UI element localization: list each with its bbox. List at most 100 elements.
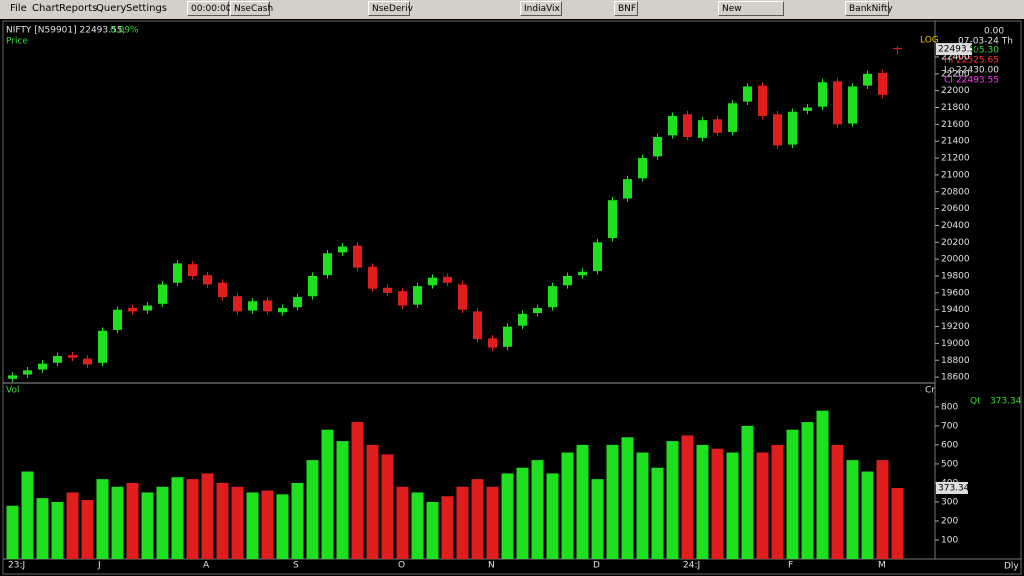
volume-bar: [6, 505, 19, 559]
volume-bar: [276, 494, 289, 559]
menu-item[interactable]: Query: [96, 3, 127, 14]
volume-bar: [51, 501, 64, 559]
y-tick-label: 20600: [941, 204, 970, 214]
y-tick-label: 20000: [941, 255, 970, 265]
y-tick-label: 20400: [941, 221, 970, 231]
menu-item[interactable]: Reports: [59, 3, 98, 14]
candle-body: [68, 355, 77, 358]
info-label: Hi: [944, 56, 953, 66]
v-tick-label: 700: [941, 421, 958, 431]
info-label: Cl: [944, 76, 953, 86]
volume-bar: [366, 444, 379, 559]
candle-body: [638, 158, 647, 179]
x-tick-label: M: [878, 561, 886, 571]
info-value: 22430.00: [956, 66, 999, 76]
toolbar-button[interactable]: 00:00:00: [187, 1, 231, 16]
volume-bar: [696, 444, 709, 559]
candle-body: [98, 330, 107, 363]
y-tick-label: 21400: [941, 137, 970, 147]
volume-bar: [741, 425, 754, 559]
v-tick-label: 800: [941, 402, 958, 412]
price-box-text: 22493.55: [938, 45, 981, 55]
toolbar-button[interactable]: IndiaVix: [520, 1, 562, 16]
volume-bar: [66, 492, 79, 559]
candle-body: [23, 370, 32, 375]
candle-body: [368, 266, 377, 289]
y-tick-label: 19800: [941, 272, 970, 282]
toolbar-button[interactable]: New High/Low: [718, 1, 784, 29]
candle-body: [518, 313, 527, 326]
info-value: 22493.55: [956, 76, 999, 86]
toolbar-button[interactable]: BNF: [614, 1, 638, 16]
volume-bar: [621, 437, 634, 559]
v-tick-label: 600: [941, 440, 958, 450]
volume-bar: [96, 479, 109, 559]
volume-bar: [771, 444, 784, 559]
x-tick-label: O: [398, 561, 405, 571]
volume-bar: [681, 435, 694, 559]
volume-bar: [576, 444, 589, 559]
x-tick-label: 23:J: [8, 561, 25, 571]
candle-body: [458, 284, 467, 310]
volume-bar: [831, 444, 844, 559]
volume-bar: [531, 460, 544, 559]
y-tick-label: 21200: [941, 154, 970, 164]
volume-bar: [426, 501, 439, 559]
period-label: Dly: [1004, 562, 1019, 572]
y-tick-label: 21800: [941, 103, 970, 113]
volume-bar: [456, 486, 469, 559]
candle-body: [53, 356, 62, 363]
toolbar-button[interactable]: BankNifty: [845, 1, 893, 16]
price-box: [936, 43, 972, 56]
toolbar-button[interactable]: NseDeriv: [368, 1, 413, 16]
volume-bar: [336, 441, 349, 559]
menu-bar: File Chart Reports Query Settings 00:00:00 Nse…: [0, 0, 1024, 29]
volume-box-text: 373.34: [938, 484, 970, 494]
volume-bar: [861, 471, 874, 559]
candle-body: [683, 114, 692, 137]
volume-bar: [516, 467, 529, 559]
volume-bar: [111, 486, 124, 559]
volume-bar: [201, 473, 214, 559]
volume-bar: [846, 460, 859, 559]
candle-body: [698, 120, 707, 138]
candle-body: [323, 253, 332, 276]
y-tick-label: 19200: [941, 322, 970, 332]
menu-item[interactable]: File: [10, 3, 27, 14]
info-value: 22525.65: [956, 56, 999, 66]
volume-bar: [726, 452, 739, 559]
volume-bar: [246, 492, 259, 559]
volume-bar: [171, 477, 184, 559]
candle-body: [8, 375, 17, 379]
volume-bar: [591, 479, 604, 559]
volume-unit: Cr: [925, 386, 935, 396]
candle-body: [758, 85, 767, 116]
toolbar-button[interactable]: NseCash: [230, 1, 273, 16]
candle-body: [608, 200, 617, 239]
volume-bar: [321, 429, 334, 559]
candle-body: [653, 136, 662, 157]
info-top: 0.00: [984, 27, 1004, 37]
info-value: 22505.30: [956, 46, 999, 56]
candle-body: [383, 287, 392, 293]
volume-bar: [711, 448, 724, 559]
candle-body: [503, 326, 512, 347]
volume-bar: [156, 486, 169, 559]
candle-body: [863, 73, 872, 86]
volume-bar: [801, 422, 814, 559]
candle-body: [548, 286, 557, 308]
volume-bar: [411, 492, 424, 559]
candle-body: [203, 275, 212, 285]
info-label: Lo: [944, 66, 955, 76]
volume-bar: [306, 460, 319, 559]
volume-bar: [141, 492, 154, 559]
menu-item[interactable]: Chart: [32, 3, 60, 14]
candle-body: [338, 246, 347, 253]
change-text: 0.09%: [110, 26, 139, 36]
v-tick-label: 500: [941, 459, 958, 469]
volume-bar: [291, 482, 304, 559]
candle-body: [893, 48, 902, 50]
candle-body: [623, 179, 632, 199]
menu-item[interactable]: Settings: [126, 3, 168, 14]
candle-body: [143, 305, 152, 311]
